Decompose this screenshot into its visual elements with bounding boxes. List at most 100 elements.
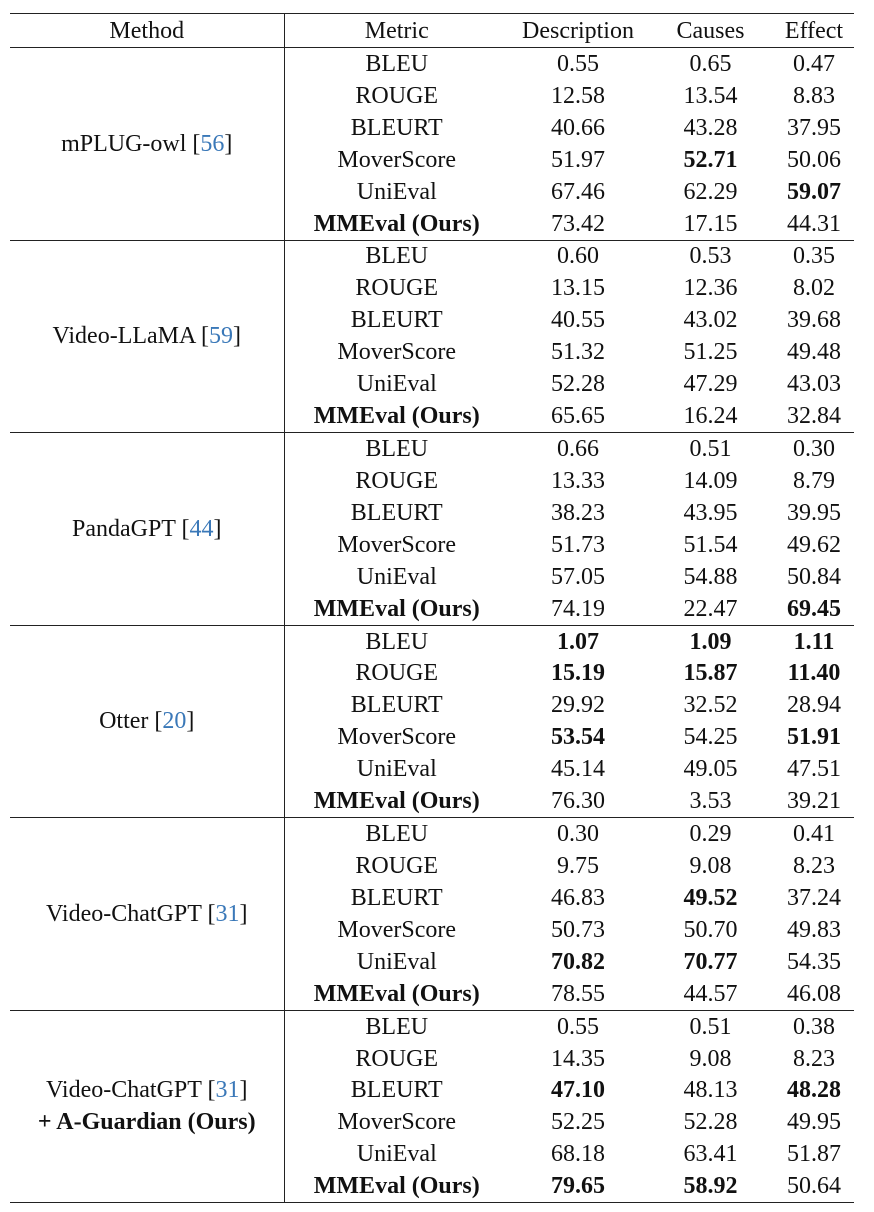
citation-link[interactable]: 44 (189, 515, 214, 542)
description-cell: 9.75 (557, 853, 599, 879)
effect-cell: 0.47 (793, 50, 835, 77)
method-cell: Otter [20] (10, 625, 285, 818)
description-cell: 79.65 (551, 1173, 605, 1200)
effect-cell: 8.23 (793, 853, 835, 879)
causes-cell: 0.51 (689, 436, 732, 463)
method-name-suffix: + A-Guardian (Ours) (37, 1109, 256, 1136)
effect-cell: 28.94 (787, 692, 841, 719)
causes-cell: 0.53 (689, 243, 732, 270)
effect-cell: 43.03 (787, 371, 841, 398)
method-name: Video-ChatGPT (46, 900, 202, 927)
metric-cell: UniEval (356, 756, 437, 783)
description-cell: 13.15 (551, 275, 605, 302)
method-group: Video-LLaMA [59] BLEU 0.60 0.53 0.35 ROUGE 13.… (10, 240, 854, 433)
table-row: UniEval 68.18 63.41 51.87 (10, 1138, 854, 1170)
header-method: Method (10, 13, 285, 48)
description-cell: 50.73 (551, 916, 605, 943)
effect-cell: 50.84 (787, 563, 841, 590)
causes-cell: 13.54 (683, 82, 738, 109)
description-cell: 70.82 (551, 948, 605, 975)
effect-cell: 50.64 (787, 1173, 841, 1200)
metric-cell: MMEval (Ours) (313, 403, 480, 430)
effect-cell: 49.62 (787, 531, 841, 558)
effect-cell: 69.45 (787, 595, 841, 622)
method-name-line: PandaGPT [44] (71, 515, 222, 542)
citation-link[interactable]: 59 (209, 323, 234, 350)
method-name: Video-LLaMA (52, 323, 196, 350)
effect-cell: 51.87 (787, 1141, 841, 1168)
citation-link[interactable]: 31 (215, 900, 240, 927)
description-cell: 53.54 (551, 724, 605, 751)
table-row: UniEval 70.82 70.77 54.35 (10, 946, 854, 978)
method-group: PandaGPT [44] BLEU 0.66 0.51 0.30 ROUGE 13.33 1… (10, 432, 854, 626)
method-group: Video-ChatGPT [31] + A-Guardian (Ours) BLE… (10, 1010, 854, 1203)
effect-cell: 54.35 (787, 948, 841, 975)
citation-link[interactable]: 31 (215, 1077, 240, 1104)
results-table: Method Metric Description Causes Effect … (10, 13, 854, 1203)
metric-cell: MMEval (Ours) (313, 980, 480, 1007)
table-row: UniEval 57.05 54.88 50.84 (10, 561, 854, 593)
metric-cell: MMEval (Ours) (313, 210, 480, 237)
causes-cell: 1.09 (689, 628, 732, 655)
effect-cell: 32.84 (787, 403, 841, 430)
metric-cell: ROUGE (355, 1045, 439, 1072)
causes-cell: 22.47 (683, 595, 738, 622)
causes-cell: 0.29 (689, 821, 732, 848)
table-row: BLEURT 46.83 49.52 37.24 (10, 882, 854, 914)
table-row: MoverScore 53.54 54.25 51.91 (10, 721, 854, 753)
method-name-line: Video-ChatGPT [31] (46, 1077, 248, 1104)
table-row: MMEval (Ours) 73.42 17.15 44.31 (10, 208, 854, 240)
method-cell: Video-ChatGPT [31] (10, 817, 285, 1011)
causes-cell: 48.13 (683, 1077, 738, 1104)
metric-cell: MMEval (Ours) (313, 1173, 480, 1200)
causes-cell: 58.92 (683, 1173, 738, 1200)
description-cell: 0.55 (557, 50, 599, 77)
method-cell: Video-LLaMA [59] (10, 240, 285, 433)
table-row: MMEval (Ours) 76.30 3.53 39.21 (10, 785, 854, 817)
method-cell: PandaGPT [44] (10, 432, 285, 626)
table-row: ROUGE 13.33 14.09 8.79 (10, 465, 854, 497)
description-cell: 1.07 (557, 628, 599, 655)
metric-cell: BLEURT (350, 884, 443, 911)
description-cell: 65.65 (551, 403, 605, 430)
method-name: Otter (99, 708, 149, 735)
metric-cell: MoverScore (337, 531, 457, 558)
effect-cell: 0.35 (793, 243, 835, 270)
citation-link[interactable]: 20 (162, 708, 187, 735)
table-row: BLEURT 40.55 43.02 39.68 (10, 304, 854, 336)
effect-cell: 37.95 (787, 114, 841, 141)
metric-cell: MMEval (Ours) (313, 595, 480, 622)
effect-cell: 44.31 (787, 210, 841, 237)
effect-cell: 8.83 (793, 82, 835, 109)
description-cell: 40.55 (551, 307, 605, 334)
description-cell: 12.58 (551, 82, 605, 109)
description-cell: 29.92 (551, 692, 605, 719)
metric-cell: UniEval (356, 178, 437, 205)
description-cell: 46.83 (551, 884, 605, 911)
table-row: MMEval (Ours) 78.55 44.57 46.08 (10, 978, 854, 1010)
table-row: BLEURT 40.66 43.28 37.95 (10, 112, 854, 144)
table-row: MMEval (Ours) 79.65 58.92 50.64 (10, 1170, 854, 1202)
effect-cell: 0.30 (793, 436, 835, 463)
effect-cell: 59.07 (787, 178, 841, 205)
description-cell: 78.55 (551, 980, 605, 1007)
effect-cell: 0.38 (793, 1013, 835, 1040)
causes-cell: 47.29 (683, 371, 738, 398)
method-name-line: Video-ChatGPT [31] (46, 900, 248, 927)
table-row: MMEval (Ours) 65.65 16.24 32.84 (10, 400, 854, 432)
description-cell: 14.35 (551, 1045, 605, 1072)
causes-cell: 52.71 (683, 146, 738, 173)
causes-cell: 63.41 (683, 1141, 738, 1168)
causes-cell: 17.15 (683, 210, 738, 237)
table-row: ROUGE 13.15 12.36 8.02 (10, 272, 854, 304)
citation-link[interactable]: 56 (200, 130, 225, 157)
header-metric: Metric (364, 17, 429, 44)
description-cell: 47.10 (551, 1077, 605, 1104)
metric-cell: BLEURT (350, 1077, 443, 1104)
description-cell: 0.30 (557, 821, 599, 848)
causes-cell: 3.53 (689, 788, 732, 815)
causes-cell: 51.54 (683, 531, 738, 558)
metric-cell: BLEURT (350, 499, 443, 526)
effect-cell: 49.83 (787, 916, 841, 943)
description-cell: 51.97 (551, 146, 605, 173)
